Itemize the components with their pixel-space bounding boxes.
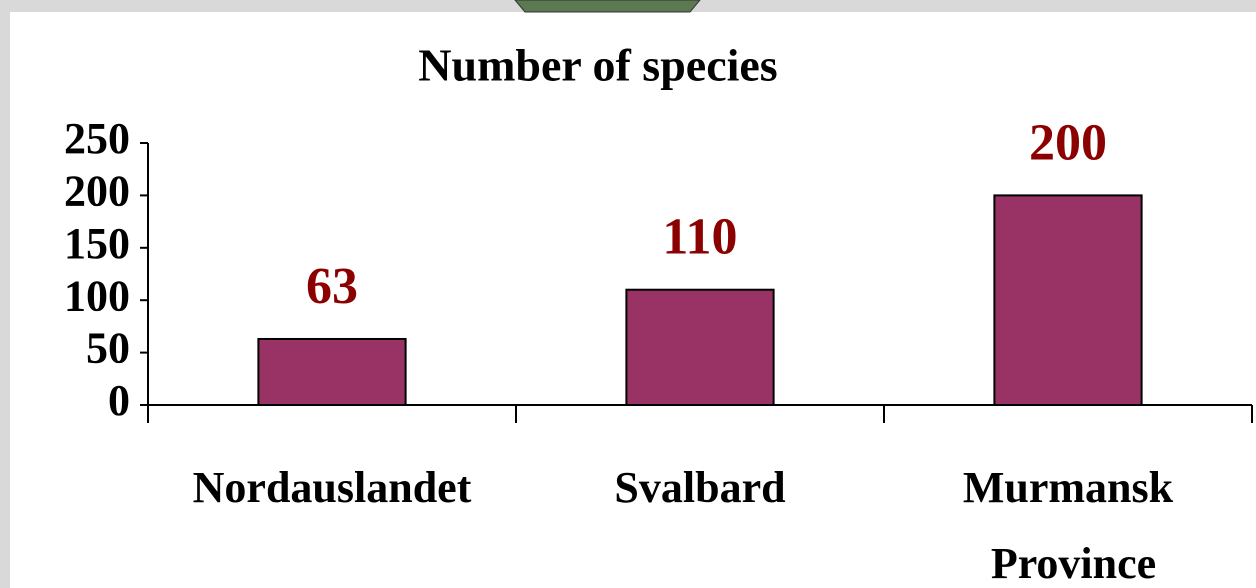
y-tick-label: 150 [64,219,130,268]
bar [993,194,1143,406]
x-tick-label: Svalbard [614,463,785,512]
value-label: 110 [662,209,737,266]
y-tick-label: 100 [64,271,130,320]
x-tick-label: Nordauslandet [193,463,472,512]
y-tick-label: 50 [86,324,130,373]
y-tick-label: 200 [64,166,130,215]
header-ornament [514,0,701,13]
bar [625,288,775,406]
value-label: 63 [306,258,358,315]
value-label: 200 [1029,114,1107,171]
y-tick-label: 0 [108,376,130,425]
bar [257,337,407,407]
chart-title: Number of species [418,40,777,91]
y-tick-label: 250 [64,114,130,163]
x-tick-label: Murmansk Province [963,463,1174,588]
